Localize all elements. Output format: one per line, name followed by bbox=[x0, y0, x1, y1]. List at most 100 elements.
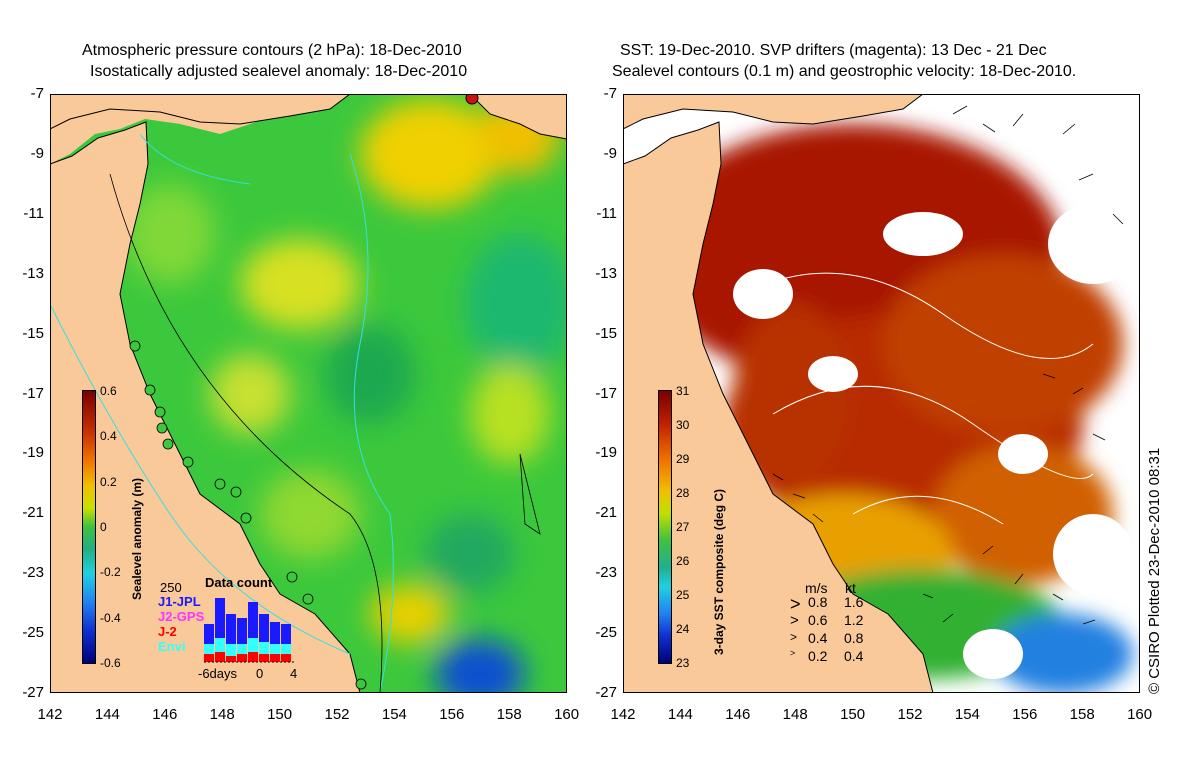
left-title-line2: Isostatically adjusted sealevel anomaly:… bbox=[90, 63, 468, 80]
histogram-bar bbox=[281, 654, 291, 662]
y-tick-label: -23 bbox=[22, 564, 44, 582]
anomaly-field bbox=[125, 94, 567, 693]
x-tick-label: 152 bbox=[897, 706, 923, 723]
map-frame bbox=[50, 94, 567, 693]
y-tick-label: -9 bbox=[603, 144, 617, 162]
data-count-title: Data count bbox=[205, 575, 273, 590]
histogram-bar bbox=[226, 644, 236, 656]
data-count-histogram bbox=[204, 598, 294, 663]
histogram-bar bbox=[270, 644, 280, 654]
histogram-bar bbox=[248, 602, 258, 638]
histogram-bar bbox=[259, 614, 269, 642]
x-tick-label: 146 bbox=[725, 706, 751, 723]
y-tick-label: -13 bbox=[22, 264, 44, 282]
x-tick-label: 160 bbox=[1127, 706, 1153, 723]
velocity-arrows bbox=[772, 105, 1124, 625]
histogram-bar bbox=[226, 614, 236, 644]
sst-colorbar bbox=[658, 390, 672, 664]
data-count-legend-entry: J-2 bbox=[158, 624, 177, 639]
x-tick-label: 158 bbox=[496, 706, 522, 723]
y-tick-label: -17 bbox=[22, 384, 44, 402]
x-tick-label: 146 bbox=[152, 706, 178, 723]
velocity-legend-ms: 0.6 bbox=[808, 612, 828, 628]
histogram-bar bbox=[237, 618, 247, 644]
histogram-bar bbox=[248, 652, 258, 662]
x-tick-label: 144 bbox=[94, 706, 120, 723]
histogram-bar bbox=[215, 652, 225, 662]
marker-red bbox=[465, 94, 479, 105]
y-tick-label: -17 bbox=[595, 384, 617, 402]
velocity-legend-arrow: > bbox=[790, 612, 799, 629]
sealevel-colorbar bbox=[82, 390, 96, 664]
colorbar-tick-label: 0.2 bbox=[100, 474, 117, 489]
data-count-xlabel: 4 bbox=[290, 666, 298, 681]
x-tick-label: 158 bbox=[1069, 706, 1095, 723]
x-tick-label: 150 bbox=[267, 706, 293, 723]
histogram-bar bbox=[259, 642, 269, 654]
velocity-legend-arrow: > bbox=[790, 630, 798, 644]
data-count-legend-entry: Envi bbox=[158, 639, 186, 654]
data-count-xlabel: -6days bbox=[198, 666, 238, 681]
x-tick-label: 142 bbox=[610, 706, 636, 723]
x-tick-label: 156 bbox=[1012, 706, 1038, 723]
y-tick-label: -25 bbox=[22, 624, 44, 642]
bathymetry-contours bbox=[50, 133, 394, 693]
y-tick-label: -7 bbox=[30, 85, 44, 102]
x-tick-label: 152 bbox=[324, 706, 350, 723]
tide-gauges bbox=[129, 340, 367, 690]
x-tick-label: 148 bbox=[782, 706, 808, 723]
colorbar-tick-label: 0 bbox=[100, 519, 107, 534]
y-tick-label: -13 bbox=[595, 264, 617, 282]
colorbar-tick-label: 27 bbox=[676, 520, 690, 534]
velocity-legend-arrow: > bbox=[790, 594, 801, 614]
velocity-legend-kt: 0.8 bbox=[844, 630, 864, 646]
histogram-bar bbox=[270, 622, 280, 644]
colorbar-tick-label: -0.2 bbox=[100, 565, 121, 580]
y-tick-label: -15 bbox=[22, 324, 44, 342]
data-count-xlabel: 0 bbox=[256, 666, 264, 681]
sealevel-map-svg bbox=[50, 94, 567, 693]
map-frame bbox=[623, 94, 1140, 693]
histogram-bars bbox=[204, 598, 291, 662]
colorbar-tick-label: 23 bbox=[676, 656, 690, 670]
y-tick-label: -19 bbox=[22, 444, 44, 462]
y-tick-label: -19 bbox=[595, 444, 617, 462]
y-tick-label: -9 bbox=[30, 144, 44, 162]
x-tick-label: 142 bbox=[37, 706, 63, 723]
y-tick-label: -11 bbox=[596, 204, 617, 222]
data-count-legend-entry: J2-GPS bbox=[158, 609, 205, 624]
velocity-legend-ms: 0.4 bbox=[808, 630, 828, 646]
velocity-legend-ms-header: m/s bbox=[805, 580, 828, 596]
right-title-line1: SST: 19-Dec-2010. SVP drifters (magenta)… bbox=[620, 42, 1047, 59]
land-new-guinea bbox=[623, 94, 924, 130]
y-tick-label: -11 bbox=[23, 204, 44, 222]
credit-text: © CSIRO Plotted 23-Dec-2010 08:31 bbox=[1146, 447, 1163, 694]
colorbar-tick-label: 30 bbox=[676, 418, 690, 432]
x-tick-label: 144 bbox=[667, 706, 693, 723]
histogram-bar bbox=[204, 654, 214, 662]
y-tick-label: -21 bbox=[595, 504, 617, 522]
colorbar-tick-label: 29 bbox=[676, 452, 690, 466]
histogram-bar bbox=[215, 638, 225, 652]
sst-colorbar-title: 3-day SST composite (deg C) bbox=[712, 488, 726, 655]
velocity-legend-ms: 0.8 bbox=[808, 594, 828, 610]
cloud-patches bbox=[733, 204, 1138, 679]
colorbar-tick-label: -0.4 bbox=[100, 610, 121, 625]
land-cape-york bbox=[623, 121, 934, 693]
histogram-bar bbox=[215, 598, 225, 638]
colorbar-tick-label: -0.6 bbox=[100, 655, 121, 670]
velocity-legend-kt-header: kt bbox=[845, 580, 856, 596]
histogram-bar bbox=[281, 644, 291, 654]
sealevel-colorbar-title: Sealevel anomaly (m) bbox=[130, 477, 144, 600]
histogram-bar bbox=[281, 624, 291, 644]
colorbar-tick-label: 0.6 bbox=[100, 384, 117, 398]
velocity-legend-kt: 1.2 bbox=[844, 612, 864, 628]
velocity-legend-arrow: > bbox=[790, 648, 796, 658]
land-papuan-islands bbox=[469, 94, 567, 140]
velocity-legend-ms: 0.2 bbox=[808, 648, 828, 664]
colorbar-tick-label: 28 bbox=[676, 486, 690, 500]
data-count-max: 250 bbox=[160, 580, 182, 595]
histogram-bar bbox=[270, 654, 280, 662]
y-tick-label: -27 bbox=[595, 684, 617, 701]
right-title-line2: Sealevel contours (0.1 m) and geostrophi… bbox=[612, 63, 1077, 80]
